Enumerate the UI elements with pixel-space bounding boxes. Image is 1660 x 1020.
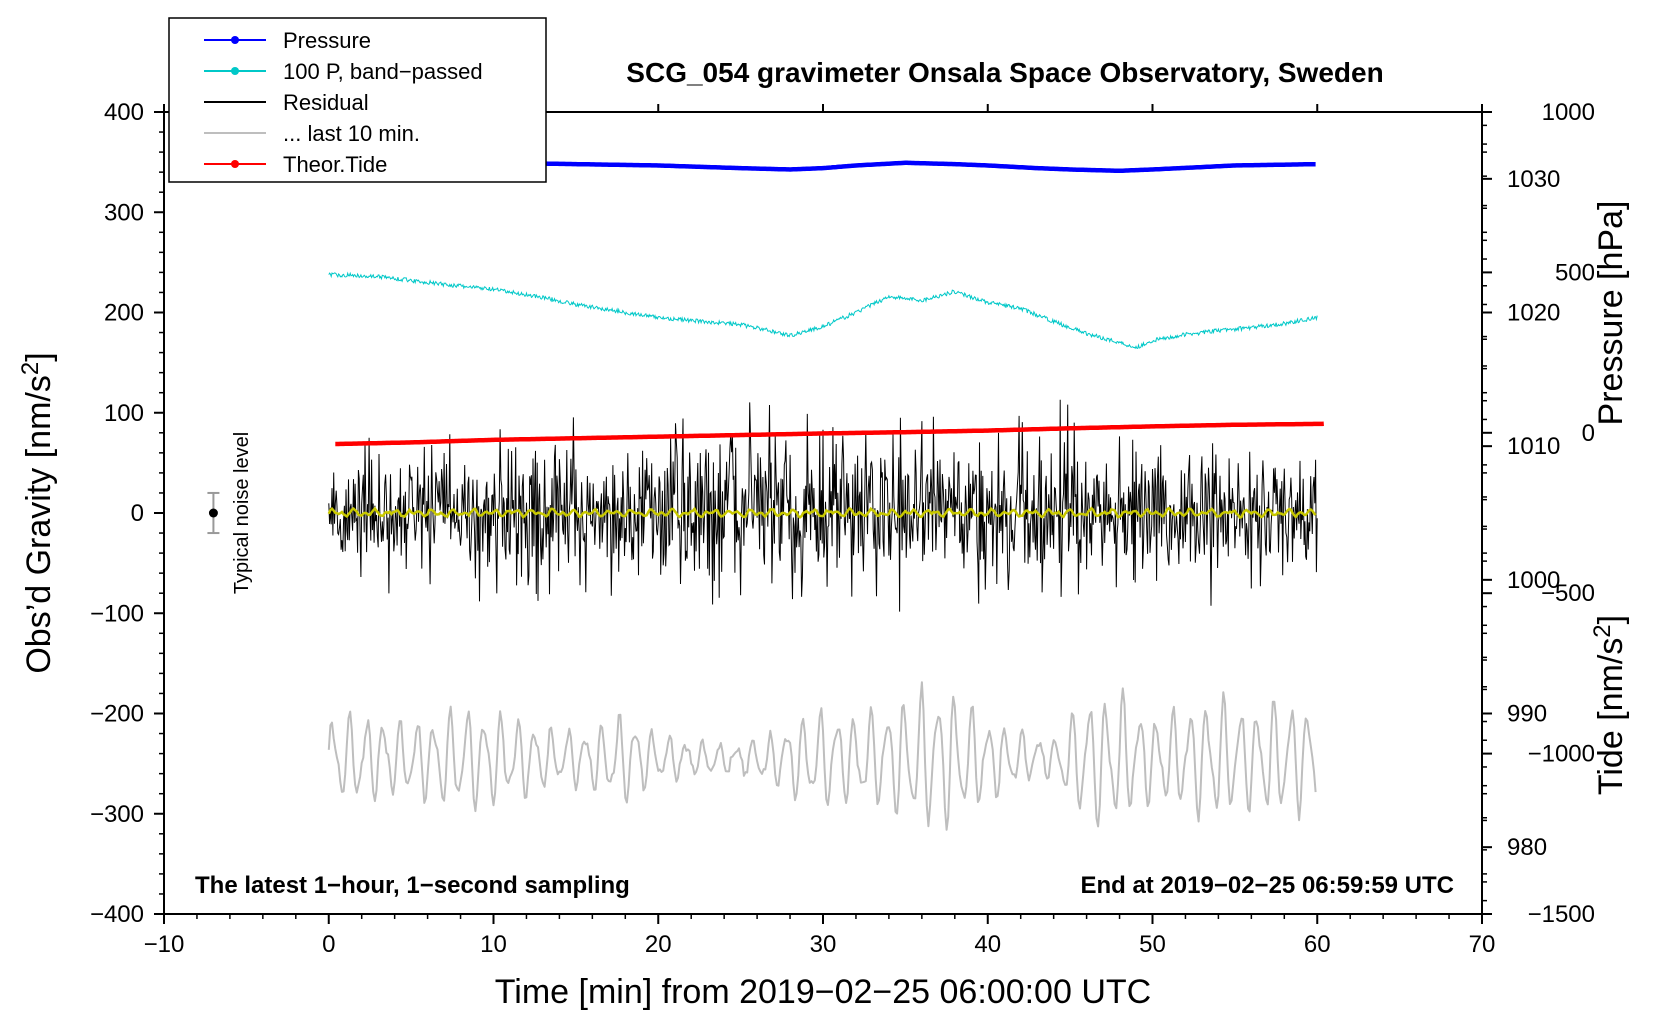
x-tick-label: 0 bbox=[322, 931, 335, 958]
y-axis-tide-title-superscript: 2 bbox=[1589, 624, 1616, 637]
y-axis-tide-title: Tide [nm/s2] bbox=[1589, 615, 1630, 795]
y-axis-tide-title-base: Tide [nm/s bbox=[1592, 638, 1630, 795]
series-theoretical-tide bbox=[335, 421, 1324, 447]
y-axis-tide-title-end: ] bbox=[1592, 615, 1630, 624]
pressure-tick-label: 990 bbox=[1507, 701, 1547, 728]
pressure-tick-label: 1030 bbox=[1507, 166, 1560, 193]
legend-label: Pressure bbox=[283, 28, 371, 53]
note-bottom-right: End at 2019−02−25 06:59:59 UTC bbox=[1080, 872, 1454, 899]
pressure-tick-label: 980 bbox=[1507, 834, 1547, 861]
legend-swatch-marker bbox=[231, 67, 239, 75]
tide-tick-label: −1500 bbox=[1528, 901, 1595, 928]
y-axis-left-title: Obs’d Gravity [nm/s2] bbox=[17, 352, 58, 673]
tide-tick-label: 500 bbox=[1555, 259, 1595, 286]
series-residual-smoothed bbox=[327, 506, 1317, 520]
y-axis-left-title-superscript: 2 bbox=[17, 362, 44, 375]
x-tick-label: 30 bbox=[810, 931, 837, 958]
noise-label: Typical noise level bbox=[231, 432, 253, 594]
legend: Pressure 100 P, band−passed Residual ... la… bbox=[168, 17, 547, 183]
series-residual bbox=[328, 399, 1318, 612]
legend-box bbox=[168, 17, 547, 183]
y-left-tick-label: 300 bbox=[104, 199, 144, 226]
series-layer bbox=[327, 159, 1324, 831]
y-left-tick-label: 0 bbox=[131, 500, 144, 527]
series-last-10-min bbox=[327, 681, 1317, 831]
legend-label: Theor.Tide bbox=[283, 152, 387, 177]
legend-swatch-marker bbox=[231, 160, 239, 168]
y-left-tick-label: −200 bbox=[90, 701, 144, 728]
tide-tick-label: −1000 bbox=[1528, 741, 1595, 768]
y-left-tick-label: −400 bbox=[90, 901, 144, 928]
chart-title: SCG_054 gravimeter Onsala Space Observat… bbox=[626, 57, 1383, 88]
note-bottom-left: The latest 1−hour, 1−second sampling bbox=[195, 872, 630, 899]
tide-tick-label: −500 bbox=[1541, 580, 1595, 607]
y-left-tick-label: 100 bbox=[104, 400, 144, 427]
pressure-tick-label: 1010 bbox=[1507, 433, 1560, 460]
x-tick-label: −10 bbox=[144, 931, 185, 958]
tide-tick-label: 0 bbox=[1582, 420, 1595, 447]
x-tick-label: 40 bbox=[974, 931, 1001, 958]
x-tick-label: 70 bbox=[1469, 931, 1496, 958]
y-left-tick-label: −100 bbox=[90, 600, 144, 627]
legend-swatch-marker bbox=[231, 36, 239, 44]
y-left-tick-label: 200 bbox=[104, 300, 144, 327]
pressure-tick-label: 1000 bbox=[1507, 567, 1560, 594]
legend-label: ... last 10 min. bbox=[283, 121, 420, 146]
y-axis-left-title-end: ] bbox=[20, 352, 58, 361]
legend-label: 100 P, band−passed bbox=[283, 59, 483, 84]
axes-layer: −10 0 10 20 30 40 50 60 70−400−300−200−100010020… bbox=[90, 99, 1595, 958]
x-axis-title: Time [min] from 2019−02−25 06:00:00 UTC bbox=[495, 973, 1151, 1011]
x-tick-label: 60 bbox=[1304, 931, 1331, 958]
y-left-tick-label: −300 bbox=[90, 801, 144, 828]
y-left-tick-label: 400 bbox=[104, 99, 144, 126]
series-band-passed-pressure bbox=[328, 271, 1318, 350]
x-tick-label: 50 bbox=[1139, 931, 1166, 958]
noise-bar-dot bbox=[208, 508, 218, 518]
x-tick-label: 10 bbox=[480, 931, 507, 958]
legend-label: Residual bbox=[283, 90, 369, 115]
y-axis-left-title-base: Obs’d Gravity [nm/s bbox=[20, 375, 58, 674]
tide-tick-label: 1000 bbox=[1542, 99, 1595, 126]
y-axis-pressure-title: Pressure [hPa] bbox=[1592, 201, 1630, 426]
pressure-tick-label: 1020 bbox=[1507, 300, 1560, 327]
noise-indicator bbox=[207, 491, 220, 535]
x-tick-label: 20 bbox=[645, 931, 672, 958]
